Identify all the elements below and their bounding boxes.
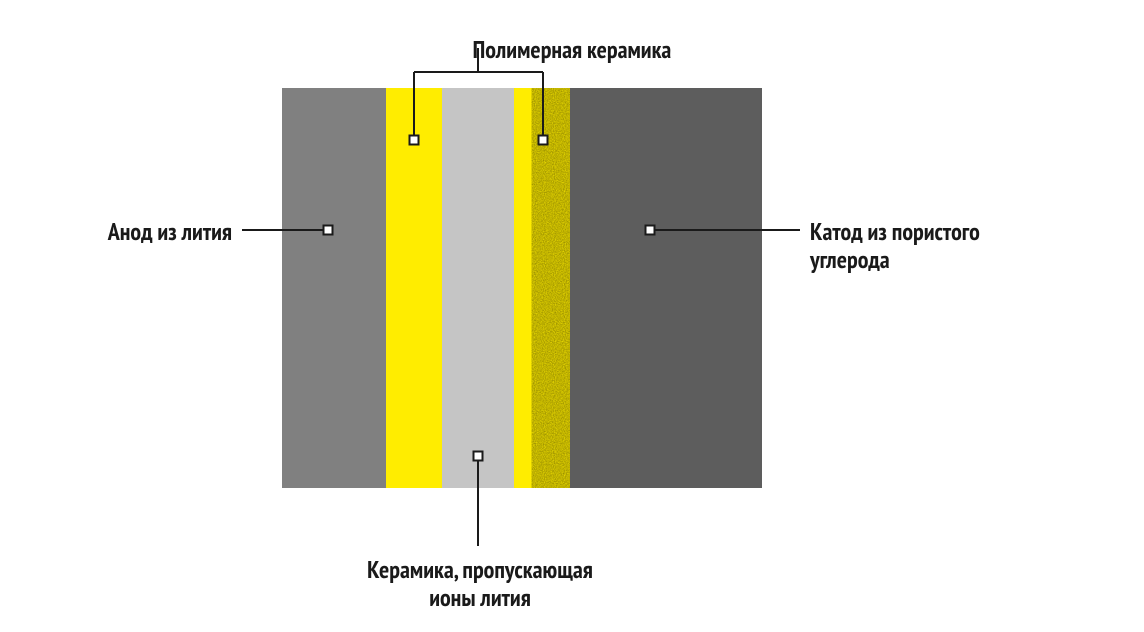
- layer-polymer2: [514, 88, 570, 488]
- layer-polymer1: [386, 88, 442, 488]
- layer-anode: [282, 88, 386, 488]
- layer-stack: [282, 88, 762, 488]
- label-lithium-anode: Анод из лития: [108, 218, 232, 246]
- layer-cathode: [570, 88, 762, 488]
- layer-ceramic: [442, 88, 514, 488]
- battery-diagram: Полимерная керамика Анод из лития Катод …: [0, 0, 1144, 632]
- label-ion-ceramic: Керамика, пропускающая ионы лития: [367, 556, 593, 611]
- label-carbon-cathode: Катод из пористого углерода: [810, 218, 980, 273]
- label-polymer-ceramic: Полимерная керамика: [473, 36, 672, 64]
